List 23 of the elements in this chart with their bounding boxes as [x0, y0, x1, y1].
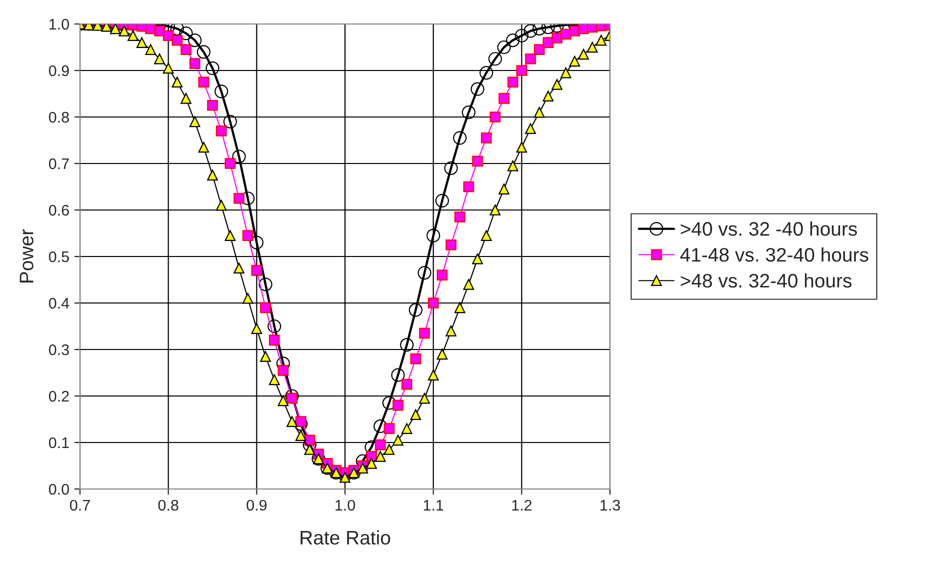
y-tick-label: 0.2: [48, 390, 69, 402]
y-tick-label: 0.3: [48, 344, 69, 356]
x-axis-title: Rate Ratio: [300, 530, 390, 545]
x-tick-label: 0.9: [246, 500, 267, 511]
x-tick-label: 1.0: [336, 500, 356, 511]
x-tick-label: 0.7: [70, 500, 90, 511]
y-tick-label: 0.6: [48, 204, 69, 216]
y-tick-label: 0.9: [48, 65, 69, 76]
x-tick-label: 1.3: [600, 500, 620, 511]
y-tick-label: 1.0: [50, 18, 69, 30]
x-tick-label: 0.8: [158, 500, 178, 511]
y-tick-label: 0.1: [48, 437, 69, 448]
legend-label: >48 vs. 32-40 hours: [680, 273, 852, 288]
y-tick-label: 0.7: [48, 158, 69, 170]
y-tick-label: 0.4: [48, 298, 70, 309]
y-tick-label: 0.8: [48, 112, 69, 123]
x-tick-label: 1.1: [424, 500, 444, 510]
y-tick-label: 0.0: [48, 484, 69, 495]
y-axis-title: Power: [20, 229, 34, 282]
y-tick-label: 0.5: [48, 251, 69, 262]
legend-label: >40 vs. 32 -40 hours: [680, 222, 857, 236]
legend-label: 41-48 vs. 32-40 hours: [680, 247, 868, 262]
x-tick-label: 1.2: [512, 500, 532, 510]
